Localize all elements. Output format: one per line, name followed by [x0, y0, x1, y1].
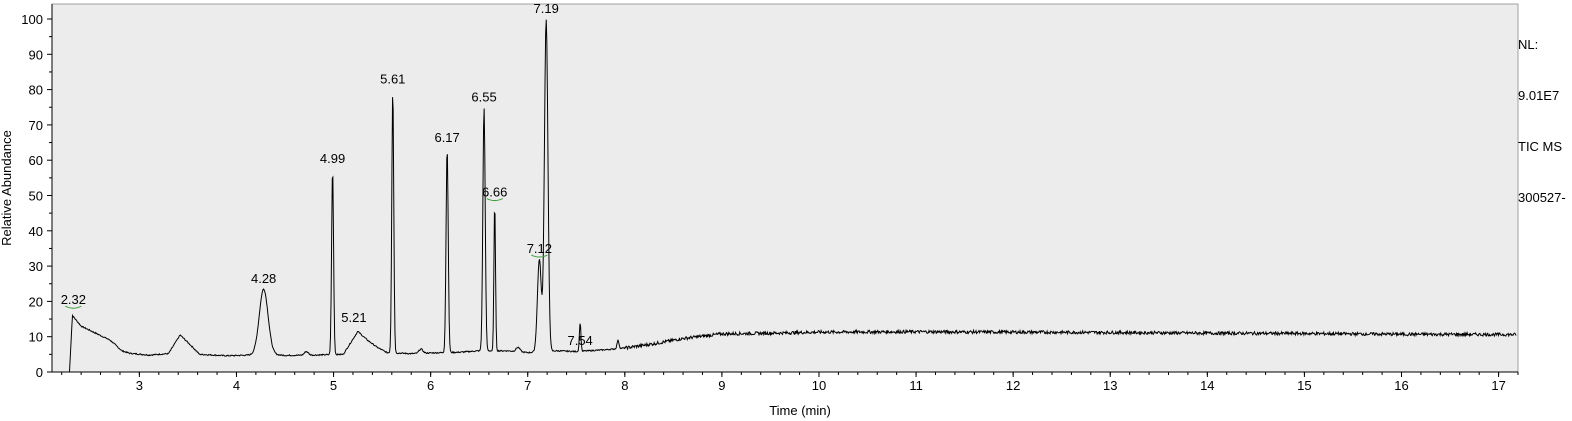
y-tick-label: 70	[29, 118, 43, 133]
x-tick-label: 5	[330, 378, 337, 393]
x-tick-label: 13	[1103, 378, 1117, 393]
peak-label: 4.28	[251, 271, 276, 286]
file-name: 300527-	[1518, 190, 1566, 205]
x-tick-label: 15	[1297, 378, 1311, 393]
x-tick-label: 8	[621, 378, 628, 393]
scan-info-panel: NL: 9.01E7 TIC MS 300527-	[1518, 2, 1572, 223]
scan-filter: TIC MS	[1518, 139, 1563, 154]
y-tick-label: 30	[29, 259, 43, 274]
peak-marker	[65, 305, 82, 309]
peak-label: 7.19	[534, 1, 559, 16]
x-tick-label: 6	[427, 378, 434, 393]
y-tick-label: 0	[36, 365, 43, 380]
x-tick-label: 7	[524, 378, 531, 393]
peak-label: 5.21	[341, 310, 366, 325]
y-tick-label: 10	[29, 330, 43, 345]
tic-trace-line	[68, 19, 1517, 373]
peak-label: 2.32	[61, 292, 86, 307]
peak-label: 6.17	[434, 130, 459, 145]
x-tick-label: 12	[1006, 378, 1020, 393]
y-axis-ticks: 0 10 20 30 40 50 60 70 80 90 100	[21, 12, 52, 380]
x-tick-label: 4	[233, 378, 240, 393]
x-tick-label: 17	[1491, 378, 1505, 393]
x-axis-ticks: 3 4 5 6 7 8 9 10 11 12 13 14 15 16 17	[61, 372, 1519, 393]
peak-marker	[531, 254, 548, 258]
y-tick-label: 20	[29, 294, 43, 309]
y-axis-title: Relative Abundance	[0, 130, 14, 246]
x-tick-label: 10	[812, 378, 826, 393]
peak-label: 6.66	[482, 185, 507, 200]
y-tick-label: 50	[29, 189, 43, 204]
peak-label: 7.54	[567, 333, 592, 348]
peak-marker	[486, 198, 503, 202]
peak-label: 6.55	[471, 89, 496, 104]
x-tick-label: 11	[909, 378, 923, 393]
x-axis-title: Time (min)	[769, 403, 831, 418]
peak-label: 5.61	[380, 72, 405, 87]
y-tick-label: 60	[29, 153, 43, 168]
y-tick-label: 100	[21, 12, 43, 27]
y-tick-label: 80	[29, 83, 43, 98]
peak-label: 4.99	[320, 151, 345, 166]
plot-area	[51, 3, 1519, 373]
x-tick-label: 9	[718, 378, 725, 393]
x-tick-label: 3	[136, 378, 143, 393]
y-tick-label: 40	[29, 224, 43, 239]
x-tick-label: 16	[1394, 378, 1408, 393]
normalization-label: NL:	[1518, 37, 1539, 52]
peak-label: 7.12	[527, 241, 552, 256]
x-tick-label: 14	[1200, 378, 1214, 393]
peak-labels: 2.32 4.28 4.99 5.21 5.61 6.17 6.55 6.66 7.12 7.19…	[61, 1, 593, 348]
normalization-value: 9.01E7	[1518, 88, 1560, 103]
y-tick-label: 90	[29, 47, 43, 62]
axis-lines	[51, 4, 1518, 373]
